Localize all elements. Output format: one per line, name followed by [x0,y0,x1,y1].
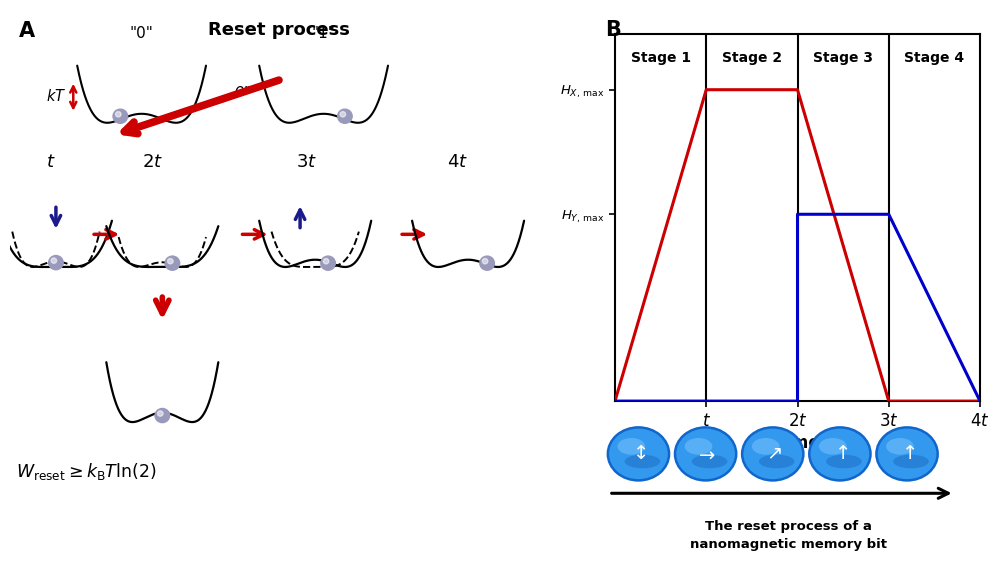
Text: Stage 1: Stage 1 [631,51,691,65]
Circle shape [480,256,494,270]
Text: $\updownarrow$: $\updownarrow$ [629,444,648,463]
Ellipse shape [692,454,727,468]
Ellipse shape [742,427,803,480]
Text: $\uparrow$: $\uparrow$ [831,444,849,463]
Text: B: B [605,20,621,40]
Text: "0": "0" [130,26,154,41]
Circle shape [323,259,329,264]
Text: $W_{\rm reset} \geq k_{\rm B}T\ln(2)$: $W_{\rm reset} \geq k_{\rm B}T\ln(2)$ [16,461,156,481]
Text: $kT$: $kT$ [46,88,66,104]
Circle shape [49,256,63,270]
Text: $\uparrow$: $\uparrow$ [898,444,916,463]
Text: nanomagnetic memory bit: nanomagnetic memory bit [690,539,887,551]
Circle shape [340,112,346,117]
Ellipse shape [618,438,645,454]
Ellipse shape [608,427,669,480]
Text: $\nearrow$: $\nearrow$ [763,444,783,463]
Ellipse shape [752,438,779,454]
Circle shape [168,259,173,264]
Circle shape [482,259,488,264]
Ellipse shape [685,438,712,454]
Circle shape [113,109,128,123]
Ellipse shape [826,454,862,468]
Circle shape [116,112,121,117]
Ellipse shape [893,454,929,468]
Ellipse shape [876,427,938,480]
Circle shape [51,258,57,263]
Text: A: A [18,21,35,41]
Text: Stage 2: Stage 2 [722,51,782,65]
Text: Reset process: Reset process [208,21,350,39]
Ellipse shape [819,438,847,454]
Ellipse shape [675,427,736,480]
Text: The reset process of a: The reset process of a [705,520,872,533]
Circle shape [338,109,352,123]
Circle shape [321,256,335,270]
Ellipse shape [759,454,794,468]
Circle shape [165,256,180,270]
Text: $3t$: $3t$ [296,154,317,172]
Circle shape [155,408,170,422]
Text: "1": "1" [312,26,336,41]
Text: $4t$: $4t$ [447,154,469,172]
X-axis label: Time: Time [775,434,820,452]
Ellipse shape [809,427,871,480]
Text: $2t$: $2t$ [142,154,163,172]
Text: Stage 3: Stage 3 [813,51,873,65]
Text: or: or [235,82,250,98]
Text: Stage 4: Stage 4 [904,51,964,65]
Text: $t$: $t$ [46,154,55,172]
Ellipse shape [625,454,660,468]
Ellipse shape [886,438,914,454]
Text: $\rightarrow$: $\rightarrow$ [695,444,716,463]
Circle shape [158,411,163,416]
